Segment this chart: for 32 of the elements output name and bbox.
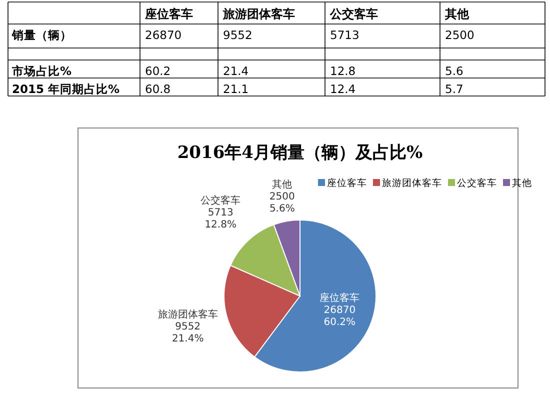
data-label: 12.8 <box>330 64 356 78</box>
legend-label: 座位客车 <box>327 177 367 189</box>
text: 市场占比% <box>11 64 72 78</box>
slice-label: 座位客车 <box>320 292 360 304</box>
data-label: 26870 60.2% <box>324 305 356 328</box>
slice-label: 其他 <box>272 178 292 191</box>
data-label: 21.4 <box>223 64 249 78</box>
data-label: 2500 <box>445 28 474 42</box>
data-label: 5713 12.8% <box>204 207 236 230</box>
text: 销量（辆） <box>11 28 72 42</box>
data-label: 5.7 <box>445 82 464 96</box>
data-label: 60.8 <box>145 82 171 96</box>
category-label: 公交客车 <box>329 7 378 21</box>
category-label: 旅游团体客车 <box>222 7 295 21</box>
category-label: 座位客车 <box>144 7 193 21</box>
category-label: 其他 <box>444 7 470 21</box>
data-label: 9552 <box>223 28 252 42</box>
data-label: 5.6 <box>445 64 464 78</box>
chart-title: 2016年4月销量（辆）及占比% <box>177 143 423 163</box>
data-label: 21.1 <box>223 82 249 96</box>
data-label: 26870 <box>145 28 182 42</box>
legend-label: 其他 <box>512 177 532 189</box>
text: 2015 年同期占比% <box>12 82 120 96</box>
data-label: 5713 <box>330 28 360 42</box>
data-label: 12.4 <box>330 82 356 96</box>
data-label: 9552 21.4% <box>172 322 204 345</box>
data-label: 60.2 <box>145 64 171 78</box>
legend-label: 旅游团体客车 <box>382 177 442 189</box>
slice-label: 公交客车 <box>200 194 241 206</box>
legend-label: 公交客车 <box>457 177 497 189</box>
slice-label: 旅游团体客车 <box>158 308 218 321</box>
data-label: 2500 5.6% <box>269 192 295 215</box>
